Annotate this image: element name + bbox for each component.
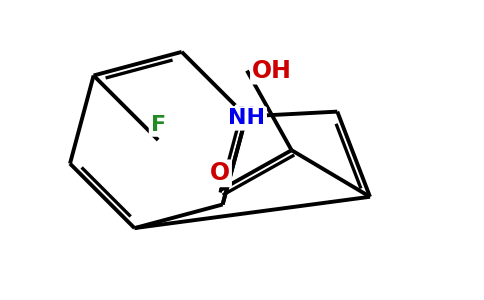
Text: N: N bbox=[237, 106, 256, 126]
Text: F: F bbox=[151, 115, 166, 135]
Text: NH: NH bbox=[227, 108, 265, 128]
Text: O: O bbox=[210, 161, 230, 185]
Text: OH: OH bbox=[252, 58, 292, 82]
